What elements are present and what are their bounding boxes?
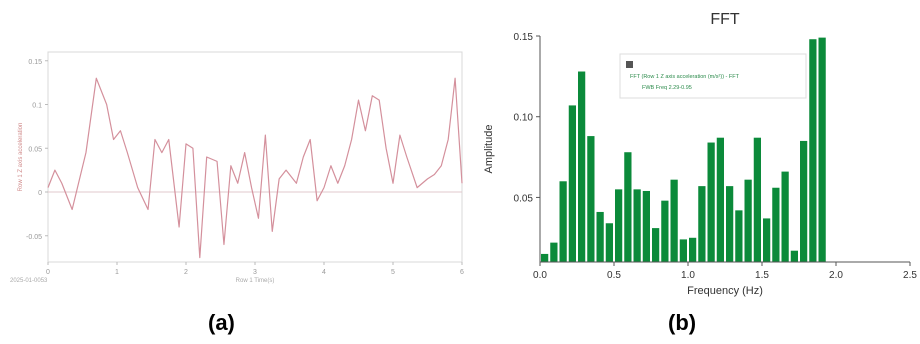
fft-bar <box>615 189 623 262</box>
y-tick-label: 0.05 <box>514 193 534 204</box>
fft-bar <box>800 140 808 262</box>
fft-bar <box>781 171 789 262</box>
x-tick-label: 5 <box>391 269 395 276</box>
y-tick-label: 0.05 <box>28 146 42 153</box>
legend-swatch <box>626 61 633 68</box>
x-tick-label: 2 <box>184 269 188 276</box>
fft-bar <box>735 210 743 262</box>
x-tick-label: 4 <box>322 269 326 276</box>
fft-bar <box>716 137 724 262</box>
fft-bar <box>726 186 734 262</box>
x-tick-label: 2.5 <box>903 270 917 281</box>
y-axis-label: Amplitude <box>483 125 495 174</box>
series-line <box>47 77 463 259</box>
panel-label-b: (b) <box>668 310 697 335</box>
fft-bar <box>652 228 660 262</box>
fft-bar <box>809 39 817 262</box>
fft-bar-chart: FFT 0.05 0.10 0.15 0.0 0.5 1.0 1.5 2.0 2.5 Frequen… <box>483 11 917 297</box>
panel-label-a: (a) <box>208 310 235 335</box>
fft-bar <box>763 218 771 262</box>
plot-frame <box>47 51 463 263</box>
fft-bar <box>707 142 715 262</box>
chart-title: FFT <box>710 11 740 28</box>
y-axis-label: Row 1 Z axis acceleration <box>18 123 24 192</box>
y-tick-label: 0 <box>38 190 42 197</box>
fft-bar <box>642 190 650 262</box>
fft-bar <box>670 179 678 262</box>
legend-entry-1: FFT (Row 1 Z axis acceleration (m/s²)) -… <box>630 74 740 80</box>
x-axis-label: Row 1 Time(s) <box>236 278 275 284</box>
fft-bar <box>753 137 761 262</box>
x-tick-label: 2.0 <box>829 270 843 281</box>
y-tick-label: 0.10 <box>514 113 534 124</box>
legend-box <box>619 53 807 99</box>
fft-bar <box>790 250 798 262</box>
fft-bar <box>541 253 549 262</box>
x-axis-label: Frequency (Hz) <box>687 285 763 297</box>
fft-bar <box>605 223 613 262</box>
fft-bar <box>661 200 669 262</box>
x-tick-label: 0 <box>46 269 50 276</box>
corner-note: 2025-01-0053 <box>10 278 48 284</box>
fft-bar <box>633 189 641 262</box>
fft-bar <box>559 181 567 262</box>
y-tick-label: 0.15 <box>514 32 534 43</box>
fft-bar <box>587 136 595 262</box>
x-tick-label: 6 <box>460 269 464 276</box>
fft-bar <box>772 187 780 262</box>
y-tick-label: 0.1 <box>32 103 42 110</box>
fft-bar <box>568 105 576 263</box>
x-tick-label: 3 <box>253 269 257 276</box>
fft-bar <box>744 179 752 262</box>
y-tick-label: -0.05 <box>26 234 42 241</box>
x-tick-label: 1.0 <box>681 270 695 281</box>
x-tick-label: 1 <box>115 269 119 276</box>
fft-bar <box>689 237 697 262</box>
fft-bar <box>578 71 586 262</box>
time-series-chart: -0.05 0 0.05 0.1 0.15 0 1 2 3 4 5 6 Row 1 Time(s) Row… <box>10 51 464 284</box>
legend-entry-2: FWB Freq 2.29-0.95 <box>642 85 692 91</box>
fft-bar <box>596 211 604 262</box>
fft-bar <box>624 152 632 262</box>
y-tick-label: 0.15 <box>28 59 42 66</box>
x-tick-label: 0.5 <box>607 270 621 281</box>
x-tick-label: 0.0 <box>533 270 547 281</box>
x-tick-label: 1.5 <box>755 270 769 281</box>
fft-bar <box>679 239 687 262</box>
fft-bar <box>698 186 706 262</box>
fft-bar <box>818 37 826 262</box>
fft-bar <box>550 242 558 262</box>
